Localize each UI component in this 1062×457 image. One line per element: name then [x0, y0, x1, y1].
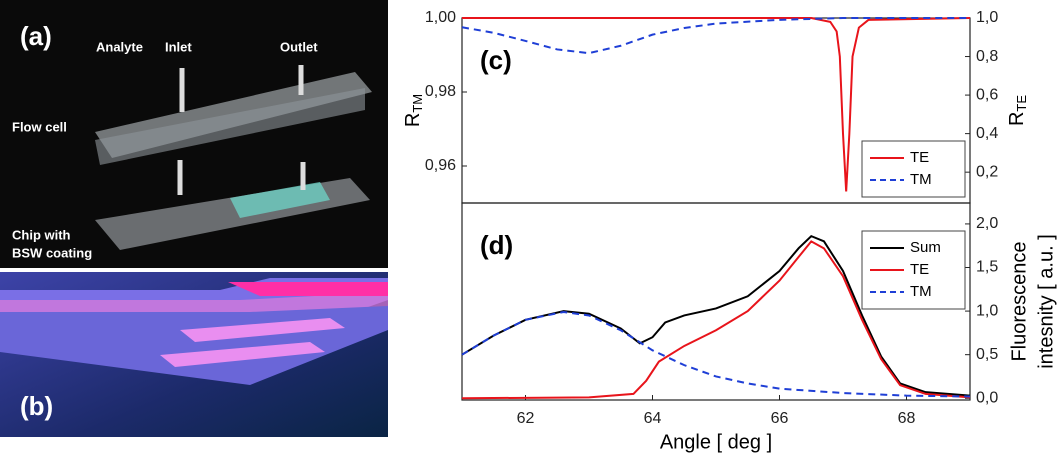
y-tick-label: 0,96	[425, 157, 456, 174]
legend-label: Sum	[910, 239, 941, 256]
annotation: BSW coating	[12, 245, 92, 260]
panel-label: (b)	[20, 391, 53, 421]
axis-label-main: R	[1006, 112, 1028, 126]
axis-label: intesnity [ a.u. ]	[1035, 234, 1057, 369]
axis-label-sub: TE	[1014, 95, 1029, 112]
annotation: Inlet	[165, 39, 192, 54]
annotation: Analyte	[96, 39, 143, 54]
legend-label: TM	[910, 171, 932, 188]
x-tick-label: 68	[898, 410, 916, 427]
y2-tick-label: 0,6	[976, 86, 998, 103]
axis-label: RTE	[1006, 95, 1029, 126]
series-line	[462, 18, 970, 53]
y2-tick-label: 0,5	[976, 346, 998, 363]
y2-tick-label: 0,8	[976, 48, 998, 65]
panel-label: (c)	[480, 45, 512, 75]
x-tick-label: 66	[771, 410, 789, 427]
panel-label: (a)	[20, 21, 52, 51]
annotation: Flow cell	[12, 119, 67, 134]
panel-label: (d)	[480, 230, 513, 260]
axis-label-main: R	[402, 113, 424, 127]
axis-label-sub: TM	[410, 94, 425, 113]
x-tick-label: 64	[644, 410, 662, 427]
y2-tick-label: 1,5	[976, 259, 998, 276]
axis-label: RTM	[402, 94, 425, 127]
legend-label: TE	[910, 149, 929, 166]
annotation: Chip with	[12, 227, 71, 242]
photo-b: (b)	[0, 272, 388, 437]
y2-tick-label: 0,2	[976, 163, 998, 180]
x-tick-label: 62	[517, 410, 535, 427]
y2-tick-label: 1,0	[976, 302, 998, 319]
y2-tick-label: 2,0	[976, 215, 998, 232]
y2-tick-label: 0,0	[976, 389, 998, 406]
figure: (a) Analyte Inlet Outlet Flow cell Chip …	[0, 0, 1062, 457]
annotation: Outlet	[280, 39, 318, 54]
x-axis-label: Angle [ deg ]	[660, 431, 772, 453]
y-tick-label: 1,00	[425, 9, 456, 26]
legend-label: TE	[910, 261, 929, 278]
axis-label: Fluorescence	[1008, 241, 1030, 361]
photo-a: (a) Analyte Inlet Outlet Flow cell Chip …	[0, 0, 388, 268]
y-tick-label: 0,98	[425, 83, 456, 100]
legend-label: TM	[910, 283, 932, 300]
series-line	[462, 312, 970, 397]
y2-tick-label: 1,0	[976, 9, 998, 26]
y2-tick-label: 0,4	[976, 125, 998, 142]
